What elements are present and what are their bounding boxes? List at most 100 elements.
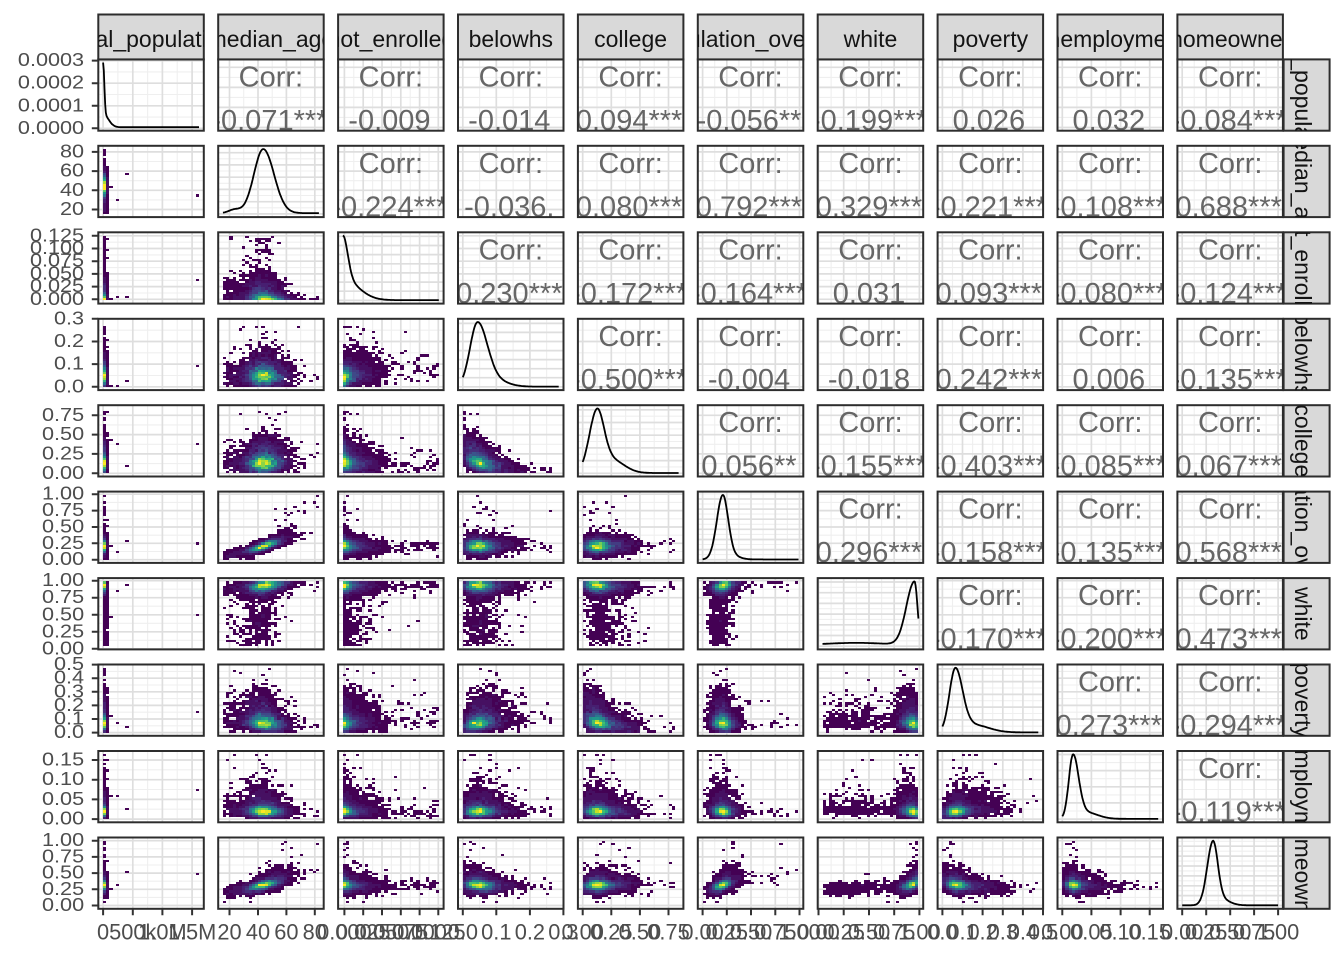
svg-text:0: 0: [97, 920, 109, 945]
svg-text:Corr:: Corr:: [838, 61, 902, 93]
svg-text:500k: 500k: [109, 920, 156, 945]
svg-text:0.50: 0.50: [848, 920, 890, 945]
svg-text:0.1: 0.1: [481, 920, 511, 945]
svg-text:0.10: 0.10: [1099, 920, 1141, 945]
svg-text:0.05: 0.05: [1070, 920, 1112, 945]
svg-text:0.0000: 0.0000: [18, 118, 84, 138]
svg-text:0.125: 0.125: [411, 920, 466, 945]
svg-text:0.5: 0.5: [54, 654, 84, 674]
svg-text:0.067***: 0.067***: [1175, 451, 1281, 483]
svg-text:Corr:: Corr:: [718, 321, 782, 353]
svg-text:Corr:: Corr:: [598, 148, 662, 180]
svg-text:0.0001: 0.0001: [18, 96, 84, 116]
svg-text:0.1: 0.1: [54, 709, 84, 729]
svg-text:-0.200***: -0.200***: [1051, 624, 1167, 656]
svg-text:0.032: 0.032: [1073, 105, 1146, 137]
svg-text:0.2: 0.2: [515, 920, 545, 945]
svg-text:Corr:: Corr:: [1198, 667, 1262, 699]
svg-text:-0.294***: -0.294***: [1171, 710, 1287, 742]
svg-text:1.00: 1.00: [42, 571, 84, 591]
svg-text:college: college: [1290, 404, 1316, 477]
svg-text:0.10: 0.10: [42, 770, 84, 790]
svg-text:Corr:: Corr:: [1198, 753, 1262, 785]
svg-text:Corr:: Corr:: [958, 494, 1022, 526]
svg-text:-0.221***: -0.221***: [931, 191, 1047, 223]
svg-text:0.125: 0.125: [30, 226, 84, 246]
svg-text:0.025: 0.025: [336, 920, 391, 945]
svg-text:Corr:: Corr:: [958, 407, 1022, 439]
svg-text:population_over_65: population_over_65: [649, 26, 851, 52]
svg-text:0.242***: 0.242***: [936, 364, 1042, 396]
svg-text:40: 40: [246, 920, 270, 945]
svg-text:0.00: 0.00: [42, 550, 84, 570]
svg-text:0.080***: 0.080***: [576, 191, 682, 223]
svg-text:Corr:: Corr:: [838, 494, 902, 526]
svg-text:0.15: 0.15: [42, 750, 84, 770]
svg-text:Corr:: Corr:: [838, 321, 902, 353]
svg-text:0.75: 0.75: [647, 920, 689, 945]
svg-text:0.00: 0.00: [681, 920, 723, 945]
svg-text:0.031: 0.031: [833, 278, 906, 310]
svg-text:40: 40: [60, 180, 84, 200]
svg-text:0.050: 0.050: [355, 920, 410, 945]
svg-text:Corr:: Corr:: [958, 321, 1022, 353]
svg-text:not_enrolled: not_enrolled: [1290, 205, 1316, 332]
svg-text:0.1: 0.1: [947, 920, 977, 945]
svg-text:0.75: 0.75: [42, 847, 84, 867]
svg-text:20: 20: [217, 920, 241, 945]
svg-text:Corr:: Corr:: [479, 234, 543, 266]
svg-text:-0.199***: -0.199***: [811, 105, 927, 137]
svg-text:0.075: 0.075: [374, 920, 429, 945]
svg-text:Corr:: Corr:: [838, 148, 902, 180]
svg-text:0.25: 0.25: [706, 920, 748, 945]
svg-text:0.568***: 0.568***: [1175, 537, 1281, 569]
svg-text:1.0M: 1.0M: [138, 920, 186, 945]
svg-text:0.25: 0.25: [590, 920, 632, 945]
svg-text:0.329***: 0.329***: [816, 191, 922, 223]
svg-text:Corr:: Corr:: [718, 148, 782, 180]
svg-text:-0.119***: -0.119***: [1172, 797, 1286, 829]
svg-text:0.25: 0.25: [42, 622, 84, 642]
svg-text:0.094***: 0.094***: [576, 105, 682, 137]
svg-text:white: white: [843, 26, 898, 52]
svg-text:Corr:: Corr:: [718, 61, 782, 93]
svg-text:0.0: 0.0: [448, 920, 478, 945]
svg-text:Corr:: Corr:: [239, 61, 303, 93]
svg-text:0.0003: 0.0003: [18, 50, 84, 70]
svg-text:0.1: 0.1: [54, 354, 84, 374]
svg-text:Corr:: Corr:: [1198, 321, 1262, 353]
svg-text:0.50: 0.50: [42, 605, 84, 625]
svg-text:0.50: 0.50: [730, 920, 772, 945]
svg-text:1.00: 1.00: [898, 920, 940, 945]
svg-text:0.00: 0.00: [42, 639, 84, 659]
svg-text:-0.158***: -0.158***: [931, 537, 1047, 569]
svg-text:0.50: 0.50: [42, 517, 84, 537]
svg-text:0.093***: 0.093***: [936, 278, 1042, 310]
svg-text:Corr:: Corr:: [598, 61, 662, 93]
svg-text:60: 60: [274, 920, 298, 945]
svg-text:0.0: 0.0: [927, 920, 957, 945]
svg-text:0.25: 0.25: [822, 920, 864, 945]
svg-text:unemployment: unemployment: [1290, 711, 1316, 862]
svg-text:0.05: 0.05: [42, 789, 84, 809]
svg-text:Corr:: Corr:: [718, 407, 782, 439]
svg-text:belowhs: belowhs: [469, 26, 553, 52]
svg-text:-0.080***: -0.080***: [1051, 278, 1167, 310]
svg-text:Corr:: Corr:: [1078, 148, 1142, 180]
svg-text:Corr:: Corr:: [479, 61, 543, 93]
svg-text:0.00: 0.00: [1041, 920, 1083, 945]
svg-text:Corr:: Corr:: [1078, 580, 1142, 612]
svg-text:total_population: total_population: [1290, 14, 1316, 176]
svg-text:-0.004: -0.004: [708, 364, 790, 396]
svg-text:-0.172***: -0.172***: [571, 278, 687, 310]
svg-text:Corr:: Corr:: [1078, 321, 1142, 353]
svg-text:0.050: 0.050: [30, 264, 84, 284]
svg-text:-0.170***: -0.170***: [931, 624, 1047, 656]
svg-text:0.025: 0.025: [30, 276, 84, 296]
svg-text:0.006: 0.006: [1073, 364, 1146, 396]
svg-text:-0.085***: -0.085***: [1051, 451, 1167, 483]
svg-text:0.50: 0.50: [42, 424, 84, 444]
svg-text:Corr:: Corr:: [598, 234, 662, 266]
svg-text:0.00: 0.00: [42, 895, 84, 915]
svg-text:median_age: median_age: [1290, 118, 1316, 245]
